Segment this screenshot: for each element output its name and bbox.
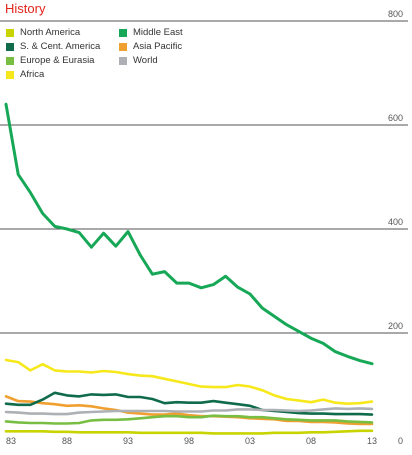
series-line-asia-pacific bbox=[4, 395, 374, 426]
legend-swatch-africa bbox=[6, 70, 14, 79]
y-tick-label-400: 400 bbox=[388, 217, 403, 227]
x-axis-ticks: 83 88 93 98 03 08 13 bbox=[6, 436, 377, 446]
legend-swatch-asia-pacific bbox=[119, 42, 127, 51]
legend-swatch-middle-east bbox=[119, 28, 127, 37]
legend-swatch-north-america bbox=[6, 28, 14, 37]
legend-swatch-s-cent-america bbox=[6, 42, 14, 51]
grid-lines bbox=[0, 20, 408, 334]
series-lines bbox=[4, 102, 374, 435]
series-line-s-cent-america bbox=[4, 391, 374, 416]
series-line-world bbox=[4, 407, 374, 416]
series-line-africa bbox=[4, 358, 374, 405]
legend-item-world: World bbox=[119, 55, 158, 66]
legend-swatch-world bbox=[119, 56, 127, 65]
series-line-north-america bbox=[4, 429, 374, 435]
legend-label-europe-eurasia: Europe & Eurasia bbox=[20, 55, 95, 66]
legend-item-europe-eurasia: Europe & Eurasia bbox=[6, 55, 94, 66]
legend-item-middle-east: Middle East bbox=[119, 27, 183, 38]
x-tick-label-88: 88 bbox=[62, 436, 72, 446]
legend-item-asia-pacific: Asia Pacific bbox=[119, 41, 182, 52]
y-tick-label-0: 0 bbox=[398, 436, 403, 446]
x-tick-label-98: 98 bbox=[184, 436, 194, 446]
legend-label-north-america: North America bbox=[20, 27, 81, 38]
series-line-europe-eurasia bbox=[4, 414, 374, 425]
x-tick-label-03: 03 bbox=[245, 436, 255, 446]
x-tick-label-13: 13 bbox=[367, 436, 377, 446]
y-tick-label-800: 800 bbox=[388, 9, 403, 19]
legend-item-africa: Africa bbox=[6, 69, 44, 80]
x-tick-label-93: 93 bbox=[123, 436, 133, 446]
legend-label-asia-pacific: Asia Pacific bbox=[133, 41, 183, 52]
x-tick-label-08: 08 bbox=[306, 436, 316, 446]
y-tick-label-600: 600 bbox=[388, 113, 403, 123]
y-tick-label-200: 200 bbox=[388, 321, 403, 331]
legend-swatch-europe-eurasia bbox=[6, 56, 14, 65]
x-tick-label-83: 83 bbox=[6, 436, 16, 446]
legend-label-world: World bbox=[133, 55, 158, 66]
legend-item-north-america: North America bbox=[6, 27, 80, 38]
legend-label-middle-east: Middle East bbox=[133, 27, 183, 38]
series-line-middle-east bbox=[4, 102, 374, 366]
legend-label-s-cent-america: S. & Cent. America bbox=[20, 41, 101, 52]
y-axis-ticks: 0 200 400 600 800 bbox=[388, 9, 403, 446]
legend-item-s-cent-america: S. & Cent. America bbox=[6, 41, 100, 52]
chart-title: History bbox=[5, 1, 46, 16]
legend-label-africa: Africa bbox=[20, 69, 45, 80]
